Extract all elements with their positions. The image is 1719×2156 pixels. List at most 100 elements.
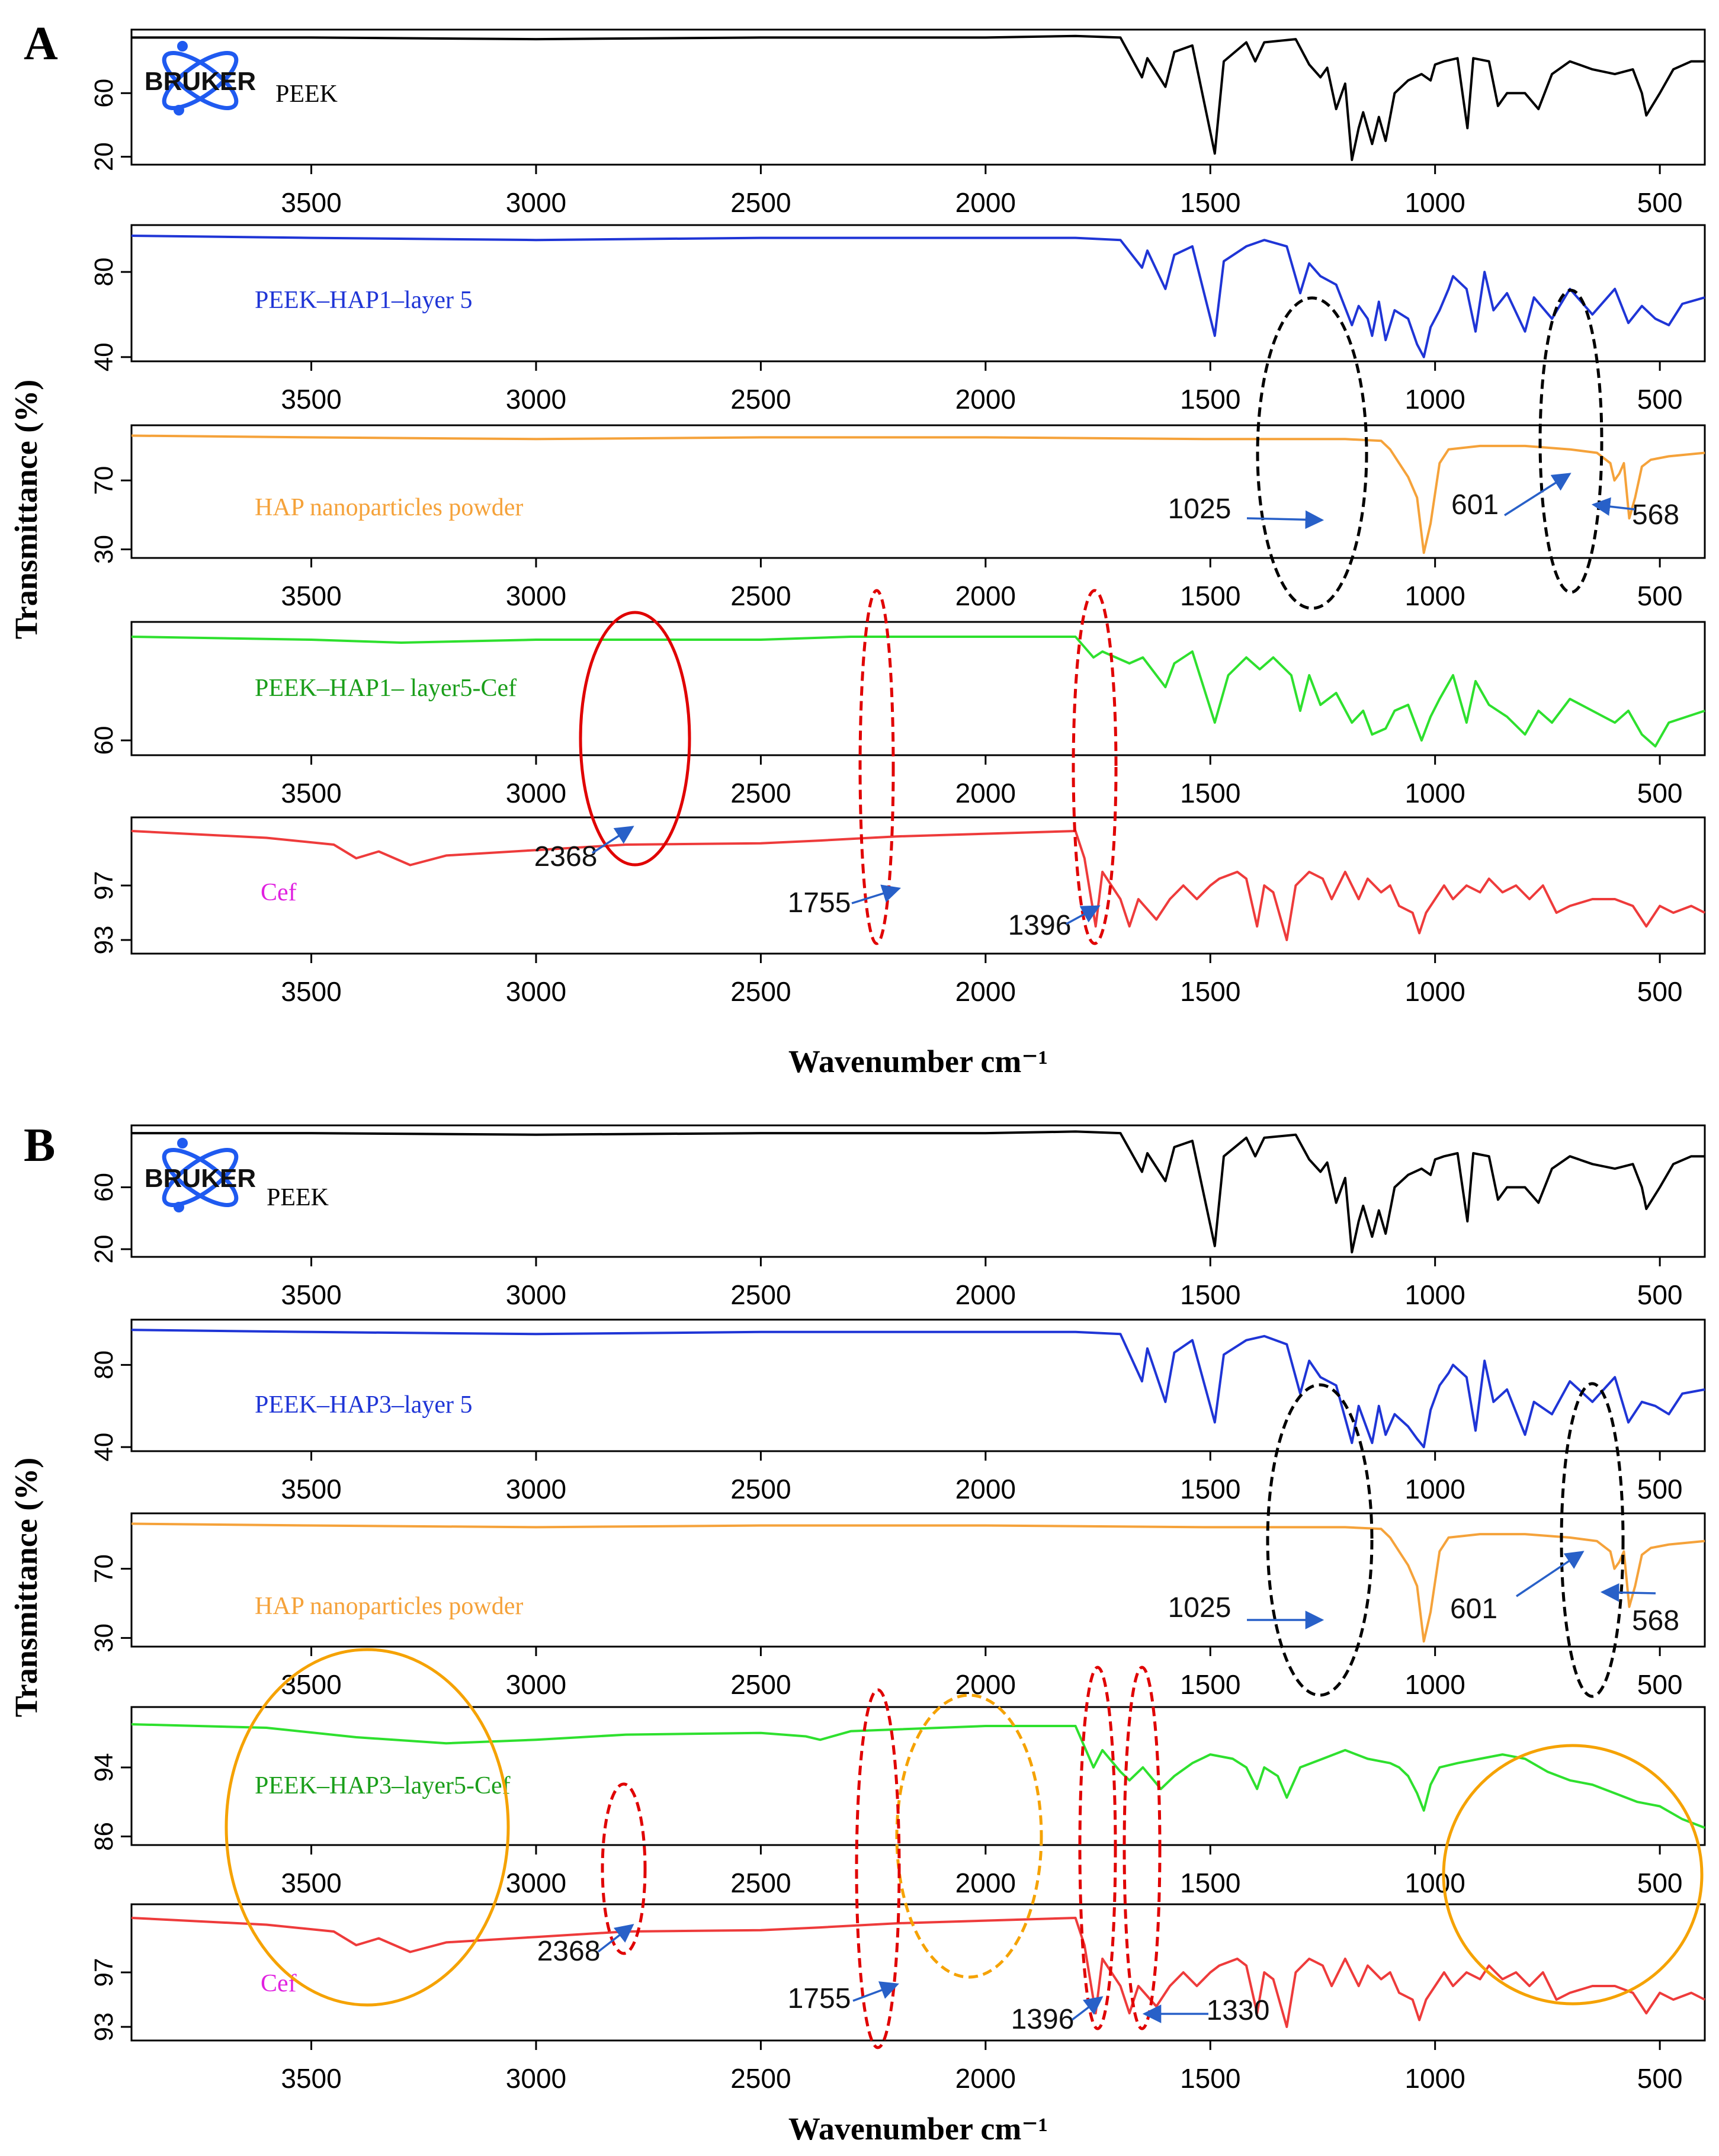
panel-a-peek-hap-cef-3-ytick-label-0: 60 xyxy=(89,726,118,755)
panel-a-cef-4-line xyxy=(131,830,1705,941)
logo-electron-1 xyxy=(177,1138,188,1148)
panel-b-cef-4-xtick-label-5: 1000 xyxy=(1405,2063,1465,2094)
panel-a-peek-hap-1-ytick-label-0: 40 xyxy=(89,342,118,371)
panel-a-cef-4-xtick-label-2: 2500 xyxy=(730,976,791,1007)
panel-b-peek-hap-1-xtick-label-2: 2500 xyxy=(730,1474,791,1504)
panel-a-peek-hap-1-line xyxy=(131,235,1705,358)
panel-b-annotation-1396-label: 1396 xyxy=(1011,2004,1075,2035)
panel-b-peek-0-xtick-label-1: 3000 xyxy=(506,1279,566,1310)
panel-b-cef-4-xtick-label-6: 500 xyxy=(1637,2063,1683,2094)
panel-a-highlight-1396 xyxy=(1072,589,1118,945)
panel-a-peek-hap-1-xtick-label-6: 500 xyxy=(1637,384,1683,415)
panel-b-peek-hap-1-ytick-label-0: 40 xyxy=(89,1433,118,1462)
panel-a-peek-0-xtick-label-1: 3000 xyxy=(506,187,566,218)
panel-b-annotation-1025-label: 1025 xyxy=(1168,1592,1231,1624)
panel-a-peek-0-line xyxy=(132,34,1705,161)
bruker-logo: BRUKER xyxy=(145,1138,256,1212)
panel-b-cef-4-ytick-label-0: 93 xyxy=(89,2013,118,2042)
logo-electron-2 xyxy=(174,1202,184,1212)
panel-b-cef-4-xtick-label-2: 2500 xyxy=(730,2063,791,2094)
panel-b-hap-2-xtick-label-5: 1000 xyxy=(1405,1669,1465,1700)
logo-orbit-2 xyxy=(162,1148,239,1207)
panel-a-highlight-1025 xyxy=(1256,296,1368,610)
panel-a-annotation-568-arrow xyxy=(1591,497,1635,516)
panel-a-cef-4-xtick-label-1: 3000 xyxy=(506,976,566,1007)
panel-a-cef-4-xtick-label-0: 3500 xyxy=(281,976,341,1007)
panel-b-peek-hap-cef-3-line xyxy=(131,1723,1705,1829)
panel-a-annotation-1025-arrow xyxy=(1246,510,1324,530)
panel-a-hap-2-line xyxy=(131,434,1705,554)
panel-b-highlight-1600 xyxy=(895,1693,1043,1979)
panel-a-peek-0-ytick-label-0: 20 xyxy=(89,142,118,171)
panel-a-peek-hap-1-xtick-label-0: 3500 xyxy=(281,384,341,415)
panel-a-hap-2-xtick-label-3: 2000 xyxy=(955,580,1016,611)
panel-b-hap-2-series-label: HAP nanoparticles powder xyxy=(255,1593,523,1620)
panel-a-annotation-2368-arrow xyxy=(592,826,634,854)
panel-a-peek-0-xtick-label-6: 500 xyxy=(1637,187,1683,218)
panel-a-peek-0-xtick-label-0: 3500 xyxy=(281,187,341,218)
panel-a-peek-hap-1-xtick-label-1: 3000 xyxy=(506,384,566,415)
panel-b-annotation-2368-label: 2368 xyxy=(537,1936,601,1967)
panel-a-peek-hap-cef-3-xtick-label-4: 1500 xyxy=(1180,778,1240,808)
panel-a-annotation-1755-arrow xyxy=(851,884,902,904)
panel-b-peek-hap-cef-3-series-label: PEEK–HAP3–layer5-Cef xyxy=(255,1772,511,1799)
panel-a-cef-4-series-label: Cef xyxy=(261,879,297,906)
panel-a-hap-2-ytick-label-0: 30 xyxy=(89,535,118,564)
panel-b-annotation-1755-label: 1755 xyxy=(788,1983,851,2014)
panel-b-cef-4-xtick-label-3: 2000 xyxy=(955,2063,1016,2094)
panel-b-y-axis-title: Transmittance (%) xyxy=(8,1458,44,1717)
panel-a-cef-4-xtick-label-5: 1000 xyxy=(1405,976,1465,1007)
panel-b-peek-hap-1-series-label: PEEK–HAP3–layer 5 xyxy=(255,1391,472,1419)
panel-a-annotation-601-arrow xyxy=(1504,473,1572,516)
panel-a-hap-2-xtick-label-5: 1000 xyxy=(1405,580,1465,611)
panel-b-annotation-601-arrow xyxy=(1516,1551,1585,1597)
panel-b-highlight-fingerprint xyxy=(1442,1744,1704,2006)
panel-a-cef-4-xtick-label-4: 1500 xyxy=(1180,976,1240,1007)
panel-a-peek-0-xtick-label-4: 1500 xyxy=(1180,187,1240,218)
panel-b-hap-2-xtick-label-0: 3500 xyxy=(281,1669,341,1700)
panel-b-hap-2-xtick-label-6: 500 xyxy=(1637,1669,1683,1700)
panel-b-highlight-nh xyxy=(225,1648,510,2007)
panel-b-hap-2-frame xyxy=(130,1512,1706,1648)
logo-text: BRUKER xyxy=(145,1164,256,1193)
panel-a-y-axis-title: Transmittance (%) xyxy=(8,380,44,639)
panel-b-peek-hap-1-ytick-label-1: 80 xyxy=(89,1350,118,1379)
panel-b-peek-hap-cef-3-xtick-label-4: 1500 xyxy=(1180,1868,1240,1898)
panel-b-peek-0-xtick-label-4: 1500 xyxy=(1180,1279,1240,1310)
panel-b-peek-0-xtick-label-0: 3500 xyxy=(281,1279,341,1310)
panel-a-highlight-1755 xyxy=(858,589,895,945)
panel-a-hap-2-xtick-label-0: 3500 xyxy=(281,580,341,611)
panel-a-letter: A xyxy=(24,18,58,70)
logo-orbit-1 xyxy=(162,51,239,110)
panel-b-peek-hap-1-xtick-label-5: 1000 xyxy=(1405,1474,1465,1504)
panel-a-hap-2-xtick-label-4: 1500 xyxy=(1180,580,1240,611)
panel-a-peek-0-series-label: PEEK xyxy=(275,81,338,108)
panel-b-peek-hap-cef-3-xtick-label-3: 2000 xyxy=(955,1868,1016,1898)
panel-b-cef-4-xtick-label-0: 3500 xyxy=(281,2063,341,2094)
panel-b-peek-hap-cef-3-ytick-label-0: 86 xyxy=(89,1822,118,1851)
panel-a-peek-hap-cef-3-xtick-label-6: 500 xyxy=(1637,778,1683,808)
panel-b-hap-2-xtick-label-4: 1500 xyxy=(1180,1669,1240,1700)
panel-a-cef-4-ytick-label-1: 97 xyxy=(89,871,118,900)
panel-b-peek-hap-cef-3-xtick-label-1: 3000 xyxy=(506,1868,566,1898)
panel-a-highlight-568-601 xyxy=(1538,288,1603,594)
panel-a-annotation-568-label: 568 xyxy=(1632,499,1679,531)
panel-a-annotation-601-label: 601 xyxy=(1451,489,1499,521)
panel-a-cef-4-xtick-label-3: 2000 xyxy=(955,976,1016,1007)
panel-b-hap-2-xtick-label-1: 3000 xyxy=(506,1669,566,1700)
panel-b-peek-hap-cef-3-xtick-label-2: 2500 xyxy=(730,1868,791,1898)
panel-b-peek-hap-cef-3-xtick-label-0: 3500 xyxy=(281,1868,341,1898)
panel-b-hap-2-xtick-label-2: 2500 xyxy=(730,1669,791,1700)
panel-a-hap-2-frame xyxy=(130,424,1706,559)
panel-b-cef-4-xtick-label-1: 3000 xyxy=(506,2063,566,2094)
panel-a-hap-2-ytick-label-1: 70 xyxy=(89,466,118,495)
panel-b-cef-4-series-label: Cef xyxy=(261,1970,297,1997)
panel-a-peek-hap-cef-3-xtick-label-0: 3500 xyxy=(281,778,341,808)
panel-b-peek-hap-cef-3-ytick-label-1: 94 xyxy=(89,1753,118,1782)
panel-b-peek-hap-1-xtick-label-6: 500 xyxy=(1637,1474,1683,1504)
panel-a-peek-hap-cef-3-frame xyxy=(130,621,1706,756)
panel-a-annotation-1755-label: 1755 xyxy=(788,887,851,919)
panel-b-annotation-1330-label: 1330 xyxy=(1207,1995,1270,2026)
panel-b-annotation-1755-arrow xyxy=(852,1981,899,2002)
